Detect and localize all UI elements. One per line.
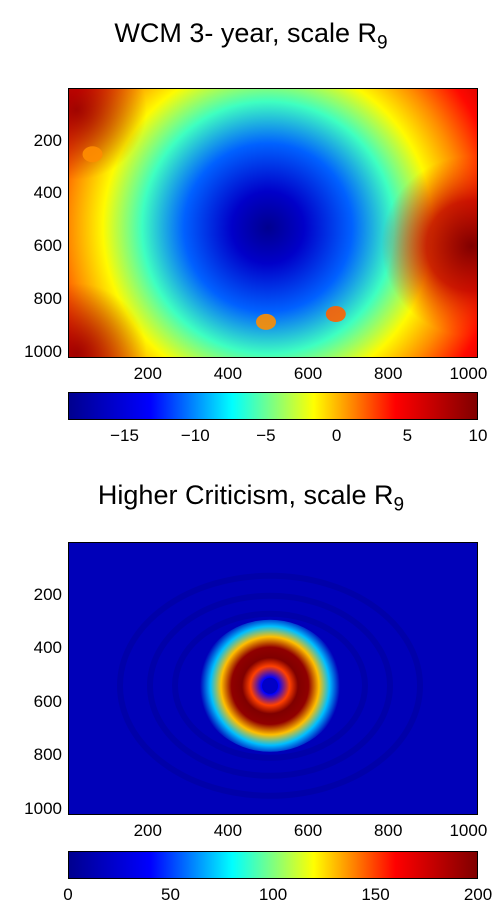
wcm-high-corner: [69, 89, 477, 357]
wcm-colorbar-tick-label: 5: [402, 426, 413, 445]
hc-title-subscript: 9: [393, 494, 405, 516]
hc-y-tick-label: 800: [33, 745, 62, 765]
wcm-heatmap: [68, 88, 478, 358]
hc-colorbar-tick-label: 200: [463, 885, 493, 904]
hc-colorbar-tick-label: 100: [258, 885, 288, 904]
wcm-x-tick-label: 600: [293, 364, 323, 383]
hc-colorbar-tick-label: 150: [361, 885, 390, 904]
hc-contour: [117, 572, 424, 799]
hc-colorbar: [68, 851, 478, 879]
wcm-colorbar-tick-label: −5: [256, 426, 276, 445]
wcm-x-tick-label: 1000: [449, 364, 488, 383]
wcm-y-tick-label: 400: [33, 183, 62, 203]
hc-x-tick-label: 400: [213, 821, 243, 840]
wcm-panel: WCM 3- year, scale R9 200 400 600 800 1000 2…: [0, 18, 502, 445]
hc-x-tick-label: 800: [374, 821, 403, 840]
wcm-colorbar-tick-label: 0: [331, 426, 342, 445]
hc-colorbar-tick-label: 50: [161, 885, 180, 904]
hc-x-tick-label: 600: [293, 821, 323, 840]
hc-y-tick-label: 600: [33, 691, 62, 711]
wcm-y-tick-label: 1000: [24, 341, 62, 361]
hc-title: Higher Criticism, scale R9: [0, 480, 502, 516]
hc-contour: [147, 592, 394, 779]
wcm-y-tick-label: 600: [33, 236, 62, 256]
wcm-spot: [256, 313, 277, 330]
wcm-spot: [325, 306, 346, 323]
wcm-title-subscript: 9: [376, 32, 388, 54]
wcm-colorbar: [68, 392, 478, 420]
hc-x-tick-label: 200: [133, 821, 162, 840]
wcm-colorbar-tick-label: 10: [468, 426, 488, 445]
wcm-colorbar-tick-label: −15: [110, 426, 139, 445]
hc-colorbar-tick-label: 0: [63, 885, 73, 904]
wcm-heatmap-svg: [69, 89, 477, 357]
wcm-title-text: WCM 3- year, scale R: [114, 18, 377, 48]
hc-contour: [172, 610, 369, 761]
wcm-x-tick-label: 400: [213, 364, 243, 383]
wcm-y-tick-label: 800: [33, 288, 62, 308]
hc-center-dip: [262, 677, 279, 694]
wcm-title: WCM 3- year, scale R9: [0, 18, 502, 54]
hc-title-text: Higher Criticism, scale R: [97, 480, 394, 510]
hc-heatmap-svg: [69, 543, 477, 814]
wcm-y-tick-label: 200: [33, 130, 62, 150]
hc-y-tick-label: 1000: [24, 798, 62, 818]
hc-x-tick-label: 1000: [449, 821, 488, 840]
hc-y-tick-label: 400: [33, 638, 62, 658]
hc-heatmap: [68, 542, 478, 815]
wcm-x-tick-label: 800: [374, 364, 403, 383]
wcm-x-tick-label: 200: [133, 364, 162, 383]
wcm-spot: [82, 146, 103, 163]
hc-panel: Higher Criticism, scale R9 200 400 600 800 1…: [0, 460, 502, 905]
hc-y-tick-label: 200: [33, 585, 62, 605]
wcm-colorbar-tick-label: −10: [180, 426, 210, 445]
